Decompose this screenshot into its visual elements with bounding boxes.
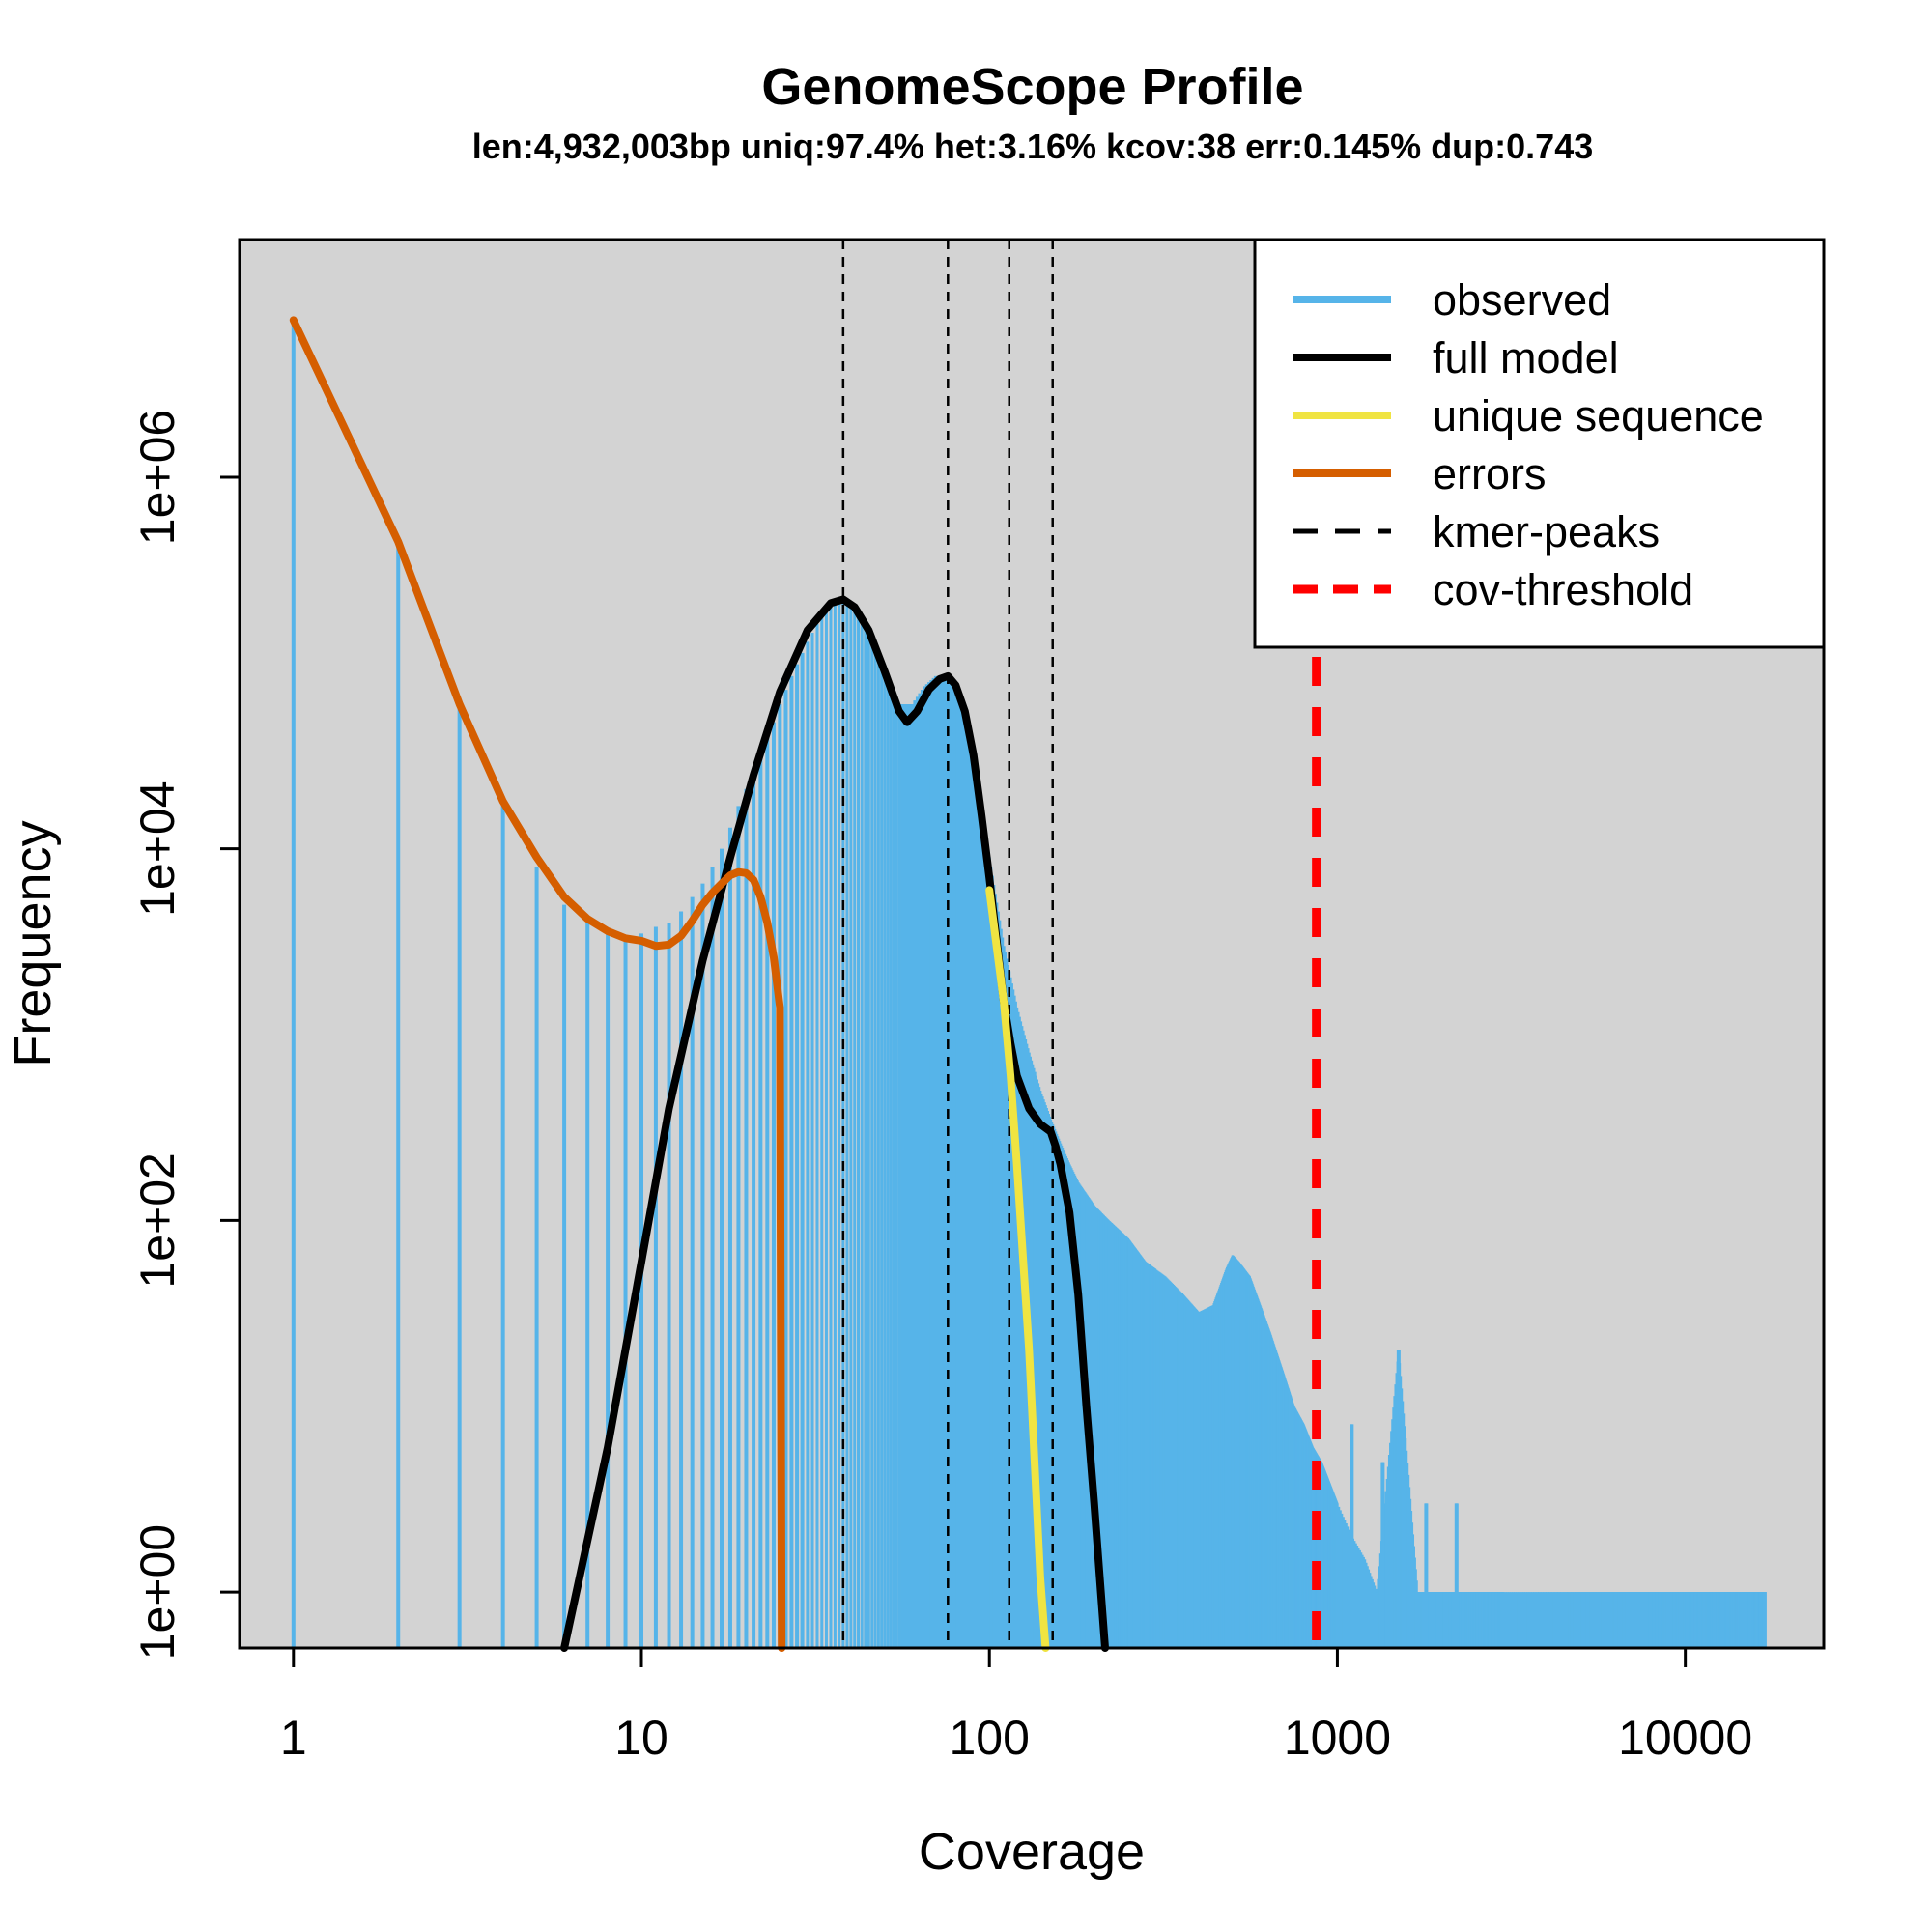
chart-subtitle: len:4,932,003bp uniq:97.4% het:3.16% kco… — [472, 127, 1594, 166]
legend-label-unique-sequence: unique sequence — [1433, 391, 1764, 440]
full-model-curve — [560, 595, 1109, 1652]
x-tick-label-10: 10 — [614, 1711, 668, 1765]
x-tick-label-1: 1 — [280, 1711, 307, 1765]
y-tick-label-1: 1e+02 — [130, 1152, 185, 1288]
y-axis: 1e+00 1e+02 1e+04 1e+06 — [130, 410, 240, 1660]
y-tick-label-3: 1e+06 — [130, 410, 185, 545]
legend-label-errors: errors — [1433, 449, 1547, 498]
x-tick-label-1000: 1000 — [1284, 1711, 1391, 1765]
y-axis-label: Frequency — [4, 820, 62, 1066]
y-tick-label-2: 1e+04 — [130, 781, 185, 916]
errors-curve — [289, 316, 786, 1652]
x-axis-label: Coverage — [919, 1823, 1145, 1881]
x-tick-label-100: 100 — [950, 1711, 1030, 1765]
legend-label-observed: observed — [1433, 275, 1611, 325]
legend-box — [1253, 238, 1826, 649]
legend: observed full model unique sequence errors k… — [1253, 238, 1826, 649]
legend-label-full-model: full model — [1433, 333, 1619, 383]
y-tick-label-0: 1e+00 — [130, 1524, 185, 1660]
legend-label-cov-threshold: cov-threshold — [1433, 565, 1693, 614]
chart-title: GenomeScope Profile — [761, 58, 1303, 116]
plot-frame — [238, 238, 1826, 1650]
legend-label-kmer-peaks: kmer-peaks — [1433, 507, 1660, 556]
kmer-peaks-lines — [841, 240, 1054, 1648]
unique-sequence-curve — [985, 886, 1050, 1652]
x-axis: 1 10 100 1000 10000 — [280, 1648, 1752, 1765]
model-curves — [289, 316, 1109, 1652]
x-tick-label-10000: 10000 — [1618, 1711, 1752, 1765]
